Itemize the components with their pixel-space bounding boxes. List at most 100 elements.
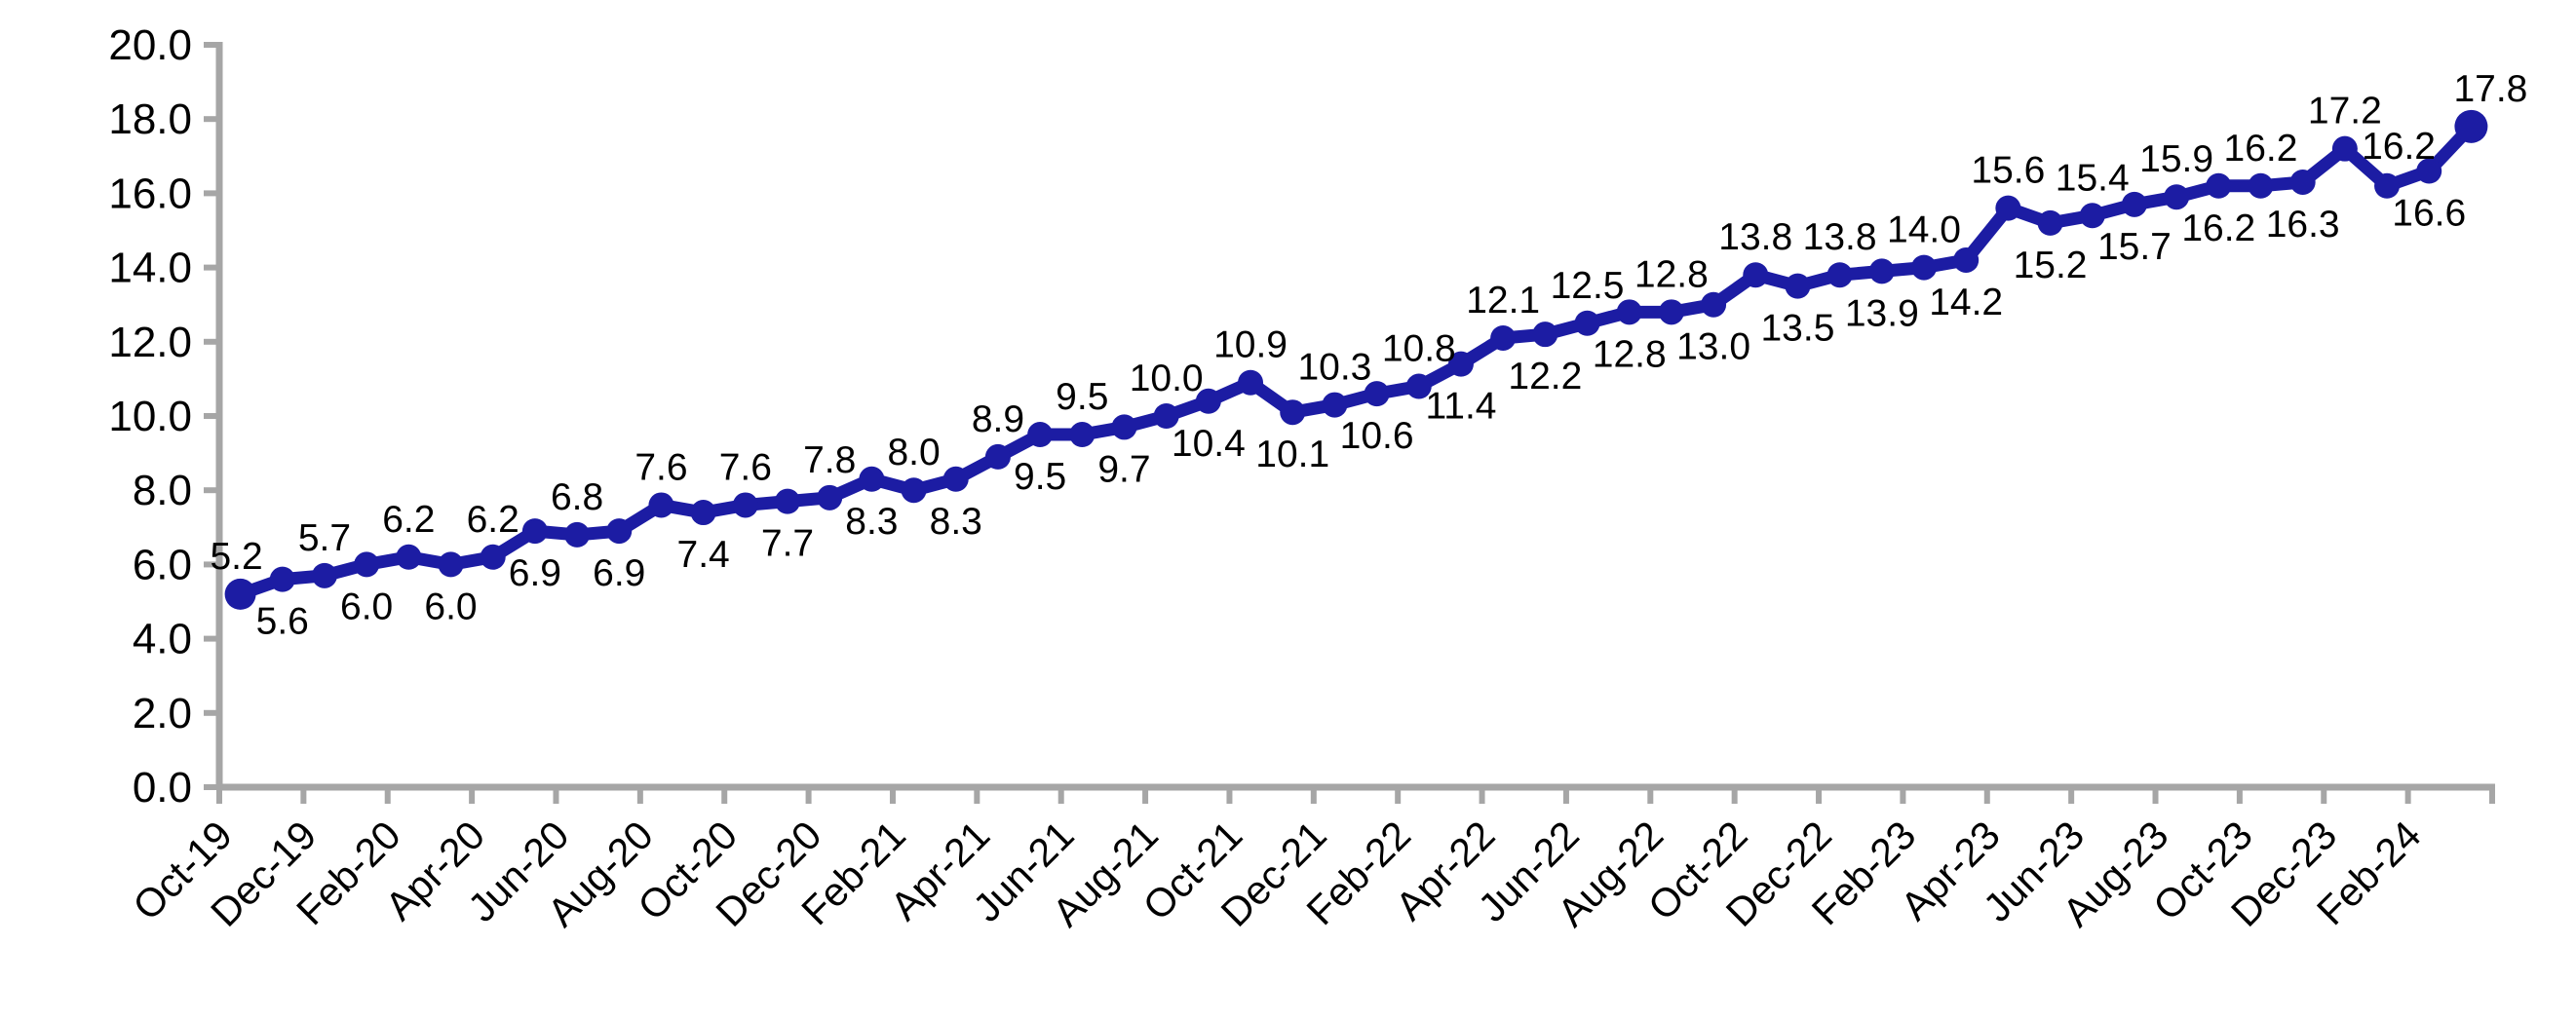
data-point-marker — [2206, 172, 2232, 199]
data-point-label: 7.6 — [634, 446, 687, 488]
data-point-marker — [1195, 388, 1221, 414]
data-point-marker — [1111, 414, 1137, 440]
data-point-marker — [1826, 262, 1853, 288]
data-point-label: 9.5 — [1014, 456, 1066, 498]
data-point-label: 15.4 — [2056, 157, 2130, 199]
data-point-marker — [2079, 203, 2105, 229]
data-point-marker — [311, 562, 337, 588]
data-point-label: 6.9 — [593, 552, 645, 594]
data-point-label: 7.4 — [677, 534, 730, 576]
data-point-label: 14.2 — [1929, 282, 2003, 323]
y-tick-label: 12.0 — [108, 319, 192, 366]
data-point-label: 6.8 — [551, 476, 603, 518]
data-point-label: 13.8 — [1803, 216, 1877, 258]
data-point-marker — [2037, 209, 2063, 236]
data-point-marker — [1574, 310, 1600, 336]
data-point-marker — [2454, 109, 2488, 143]
data-point-marker — [1743, 262, 1769, 288]
data-point-label: 8.3 — [930, 501, 982, 543]
data-point-marker — [648, 492, 674, 518]
data-point-marker — [1490, 324, 1517, 351]
data-point-marker — [1658, 299, 1684, 325]
data-point-label: 12.8 — [1634, 253, 1709, 295]
data-point-label: 5.6 — [256, 601, 309, 643]
data-point-marker — [1447, 351, 1474, 377]
data-point-marker — [775, 488, 800, 514]
data-point-label: 10.6 — [1340, 415, 1414, 457]
data-point-marker — [859, 466, 885, 492]
data-point-marker — [2289, 169, 2316, 195]
data-point-label: 14.0 — [1887, 209, 1961, 251]
data-point-label: 10.9 — [1213, 324, 1288, 366]
data-point-label: 9.7 — [1097, 448, 1150, 490]
data-point-label: 10.8 — [1382, 328, 1456, 370]
data-point-marker — [2416, 158, 2442, 184]
data-point-label: 16.2 — [2224, 128, 2298, 170]
data-point-label: 5.7 — [298, 517, 351, 559]
data-point-marker — [2164, 184, 2190, 210]
data-point-label: 10.4 — [1172, 423, 1246, 465]
data-point-marker — [1995, 195, 2021, 221]
data-point-marker — [1616, 299, 1642, 325]
data-point-marker — [1532, 321, 1558, 348]
data-point-label: 12.1 — [1466, 280, 1540, 321]
data-point-marker — [396, 544, 422, 570]
y-tick-label: 16.0 — [108, 170, 192, 217]
data-point-label: 7.7 — [761, 523, 814, 565]
data-point-marker — [564, 521, 591, 548]
data-point-marker — [942, 466, 969, 492]
data-point-marker — [2121, 191, 2147, 217]
data-point-label: 5.2 — [210, 536, 262, 578]
y-tick-label: 0.0 — [133, 764, 192, 812]
data-point-label: 16.2 — [2362, 126, 2436, 168]
data-point-label: 13.0 — [1676, 326, 1750, 368]
data-point-label: 15.2 — [2014, 245, 2088, 286]
data-point-marker — [521, 518, 548, 545]
data-point-label: 7.6 — [719, 446, 772, 488]
y-tick-label: 8.0 — [133, 467, 192, 514]
data-point-marker — [480, 544, 506, 570]
y-tick-label: 14.0 — [108, 245, 192, 292]
data-point-label: 6.9 — [509, 552, 561, 594]
data-point-label: 12.8 — [1593, 333, 1667, 375]
data-point-marker — [817, 484, 843, 510]
data-point-marker — [2331, 135, 2358, 162]
data-point-label: 13.8 — [1718, 216, 1792, 258]
data-point-marker — [984, 443, 1011, 470]
data-point-label: 13.5 — [1760, 308, 1834, 350]
data-point-label: 10.1 — [1255, 434, 1329, 475]
data-point-label: 13.9 — [1845, 292, 1919, 334]
data-point-marker — [269, 566, 295, 592]
data-point-marker — [1953, 246, 1980, 273]
data-point-marker — [1785, 273, 1811, 299]
data-point-marker — [1322, 392, 1348, 418]
data-point-label: 7.8 — [803, 439, 856, 481]
data-point-marker — [1364, 381, 1390, 407]
data-point-marker — [1911, 254, 1937, 281]
data-point-marker — [1701, 291, 1727, 318]
data-point-label: 8.3 — [845, 501, 898, 543]
data-point-label: 10.3 — [1297, 347, 1371, 389]
data-point-marker — [1868, 258, 1895, 284]
y-tick-label: 18.0 — [108, 95, 192, 143]
data-point-label: 9.5 — [1056, 376, 1108, 418]
data-point-label: 15.6 — [1971, 150, 2045, 192]
y-tick-label: 6.0 — [133, 541, 192, 588]
data-point-marker — [901, 477, 927, 504]
data-point-marker — [606, 518, 633, 545]
data-point-marker — [690, 500, 716, 526]
data-point-label: 16.3 — [2266, 204, 2340, 246]
data-point-label: 6.2 — [382, 499, 435, 541]
data-point-marker — [1069, 422, 1096, 448]
data-point-label: 6.0 — [340, 586, 393, 627]
y-tick-label: 20.0 — [108, 21, 192, 69]
data-point-label: 12.5 — [1551, 265, 1625, 307]
data-point-label: 11.4 — [1425, 386, 1496, 428]
data-point-marker — [2248, 172, 2274, 199]
data-point-marker — [1027, 422, 1054, 448]
data-point-label: 10.0 — [1130, 358, 1204, 399]
data-point-marker — [1280, 399, 1306, 426]
data-point-marker — [354, 551, 380, 578]
